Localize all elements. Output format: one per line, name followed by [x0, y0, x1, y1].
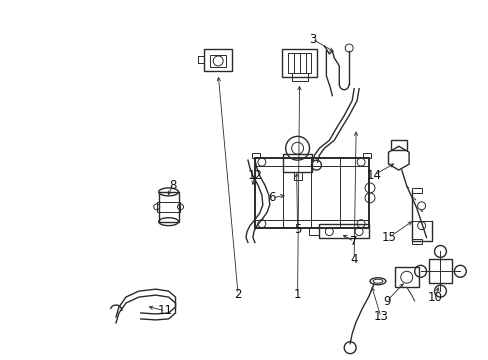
Text: 9: 9 — [383, 294, 390, 307]
Text: 12: 12 — [247, 168, 262, 181]
Text: 6: 6 — [267, 192, 275, 204]
Bar — [309, 227, 319, 235]
Bar — [287, 53, 311, 73]
Text: 15: 15 — [381, 231, 395, 244]
Bar — [210, 55, 225, 67]
Text: 1: 1 — [293, 288, 301, 301]
Bar — [251, 153, 259, 158]
Bar — [427, 260, 451, 283]
Text: 13: 13 — [373, 310, 387, 323]
Bar — [394, 267, 418, 287]
Bar — [156, 202, 180, 212]
Text: 4: 4 — [350, 253, 357, 266]
Text: 7: 7 — [350, 235, 357, 248]
Text: 3: 3 — [308, 33, 316, 46]
Bar — [282, 154, 312, 172]
Bar — [158, 192, 178, 222]
Text: 5: 5 — [293, 223, 301, 236]
Text: 14: 14 — [366, 168, 381, 181]
Bar — [411, 239, 421, 243]
Bar — [319, 224, 368, 238]
Text: 10: 10 — [427, 291, 442, 303]
Bar — [390, 140, 406, 150]
Text: 8: 8 — [168, 179, 176, 193]
Bar — [281, 49, 317, 77]
Text: 2: 2 — [234, 288, 241, 301]
Bar — [362, 153, 370, 158]
Text: 11: 11 — [158, 305, 173, 318]
Bar — [254, 158, 368, 228]
Bar — [411, 188, 421, 193]
Bar — [204, 49, 232, 71]
